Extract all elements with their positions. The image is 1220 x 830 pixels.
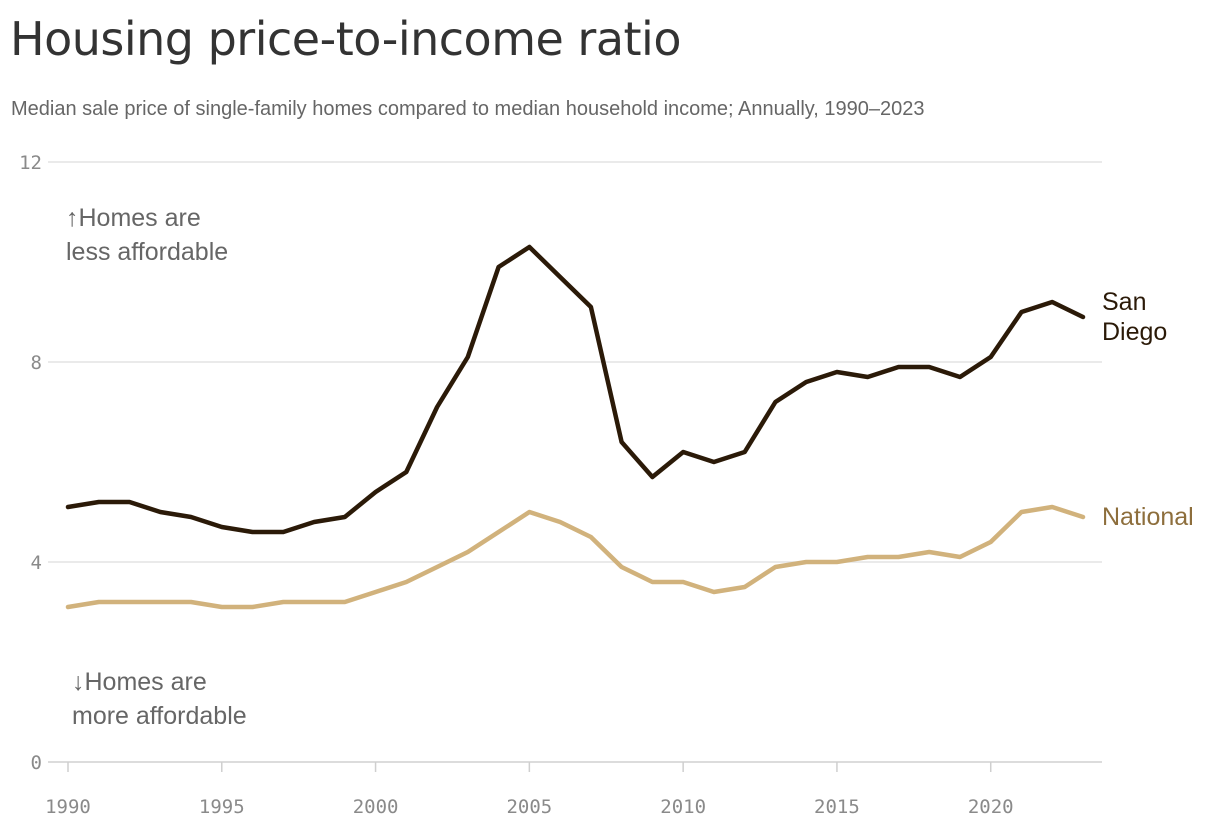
series-labels: San Diego National: [1102, 288, 1194, 531]
annotation-less-affordable: ↑Homes are less affordable: [66, 204, 228, 266]
y-tick-label: 4: [31, 552, 42, 574]
series-label-san-diego: San Diego: [1102, 288, 1167, 346]
series-line-national: [65, 504, 1086, 610]
chart-subtitle: Median sale price of single-family homes…: [11, 98, 925, 120]
chart-title: Housing price-to-income ratio: [10, 12, 682, 66]
x-tick-label: 2020: [968, 796, 1014, 818]
series-lines: [65, 244, 1086, 610]
x-tick-label: 1995: [199, 796, 245, 818]
y-tick-label: 0: [31, 752, 42, 774]
y-tick-label: 8: [31, 352, 42, 374]
annotations: ↑Homes are less affordable ↓Homes are more …: [66, 204, 247, 730]
x-tick-label: 1990: [45, 796, 91, 818]
x-tick-label: 2005: [506, 796, 552, 818]
series-label-national: National: [1102, 503, 1194, 531]
x-tick-label: 2010: [660, 796, 706, 818]
annotation-more-affordable: ↓Homes are more affordable: [72, 668, 247, 730]
y-tick-label: 12: [19, 152, 42, 174]
x-tick-label: 2015: [814, 796, 860, 818]
axes: 1990 1995 2000 2005 2010 2015 2020: [45, 761, 1102, 818]
x-tick-label: 2000: [353, 796, 399, 818]
series-line-san-diego: [65, 244, 1086, 535]
